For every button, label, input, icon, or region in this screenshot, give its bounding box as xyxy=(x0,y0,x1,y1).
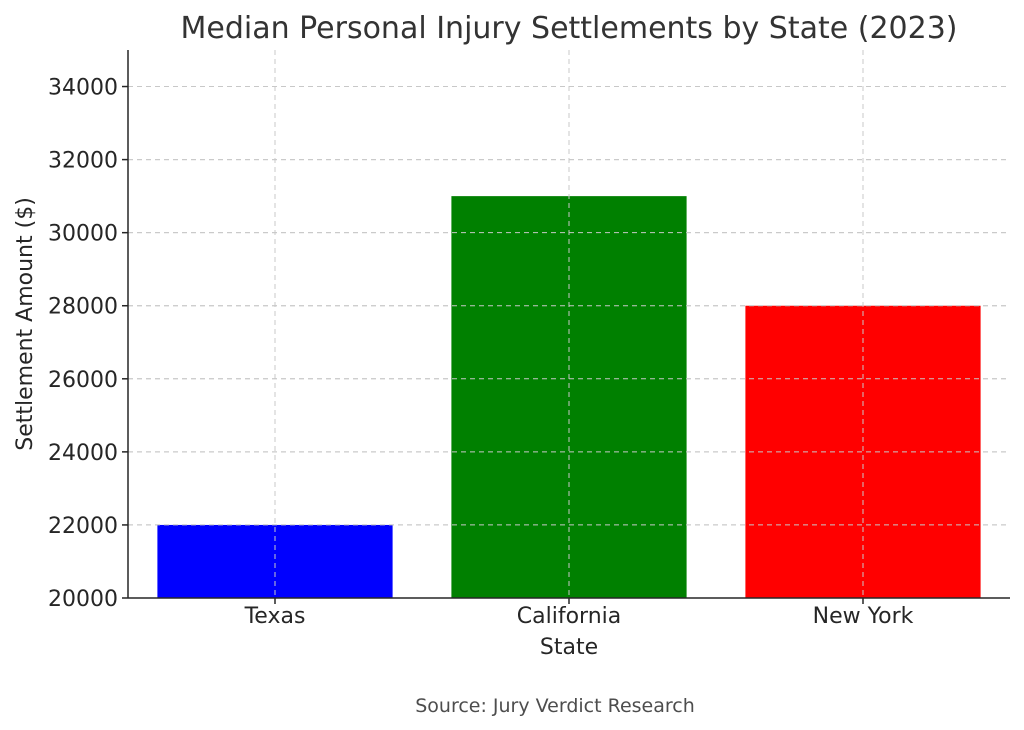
x-tick-label: California xyxy=(517,604,621,629)
y-tick-label: 22000 xyxy=(48,514,118,539)
x-axis-label: State xyxy=(540,635,598,660)
y-tick-label: 32000 xyxy=(48,149,118,174)
y-axis-label: Settlement Amount ($) xyxy=(13,197,38,451)
y-tick-label: 28000 xyxy=(48,295,118,320)
bar-texas xyxy=(157,524,393,598)
y-tick-label: 26000 xyxy=(48,368,118,393)
y-axis-ticks: 20000 22000 24000 26000 28000 30000 32000 34000 xyxy=(48,76,128,612)
y-tick-label: 20000 xyxy=(48,587,118,612)
grid-overlay xyxy=(128,50,1010,598)
y-tick-label: 34000 xyxy=(48,76,118,101)
y-tick-label: 24000 xyxy=(48,441,118,466)
source-note: Source: Jury Verdict Research xyxy=(415,695,695,717)
x-tick-label: Texas xyxy=(244,604,306,629)
bars xyxy=(157,196,981,598)
x-tick-label: New York xyxy=(813,604,914,629)
y-tick-label: 30000 xyxy=(48,222,118,247)
chart-title: Median Personal Injury Settlements by St… xyxy=(180,11,957,46)
x-axis-ticks: Texas California New York xyxy=(244,598,914,629)
